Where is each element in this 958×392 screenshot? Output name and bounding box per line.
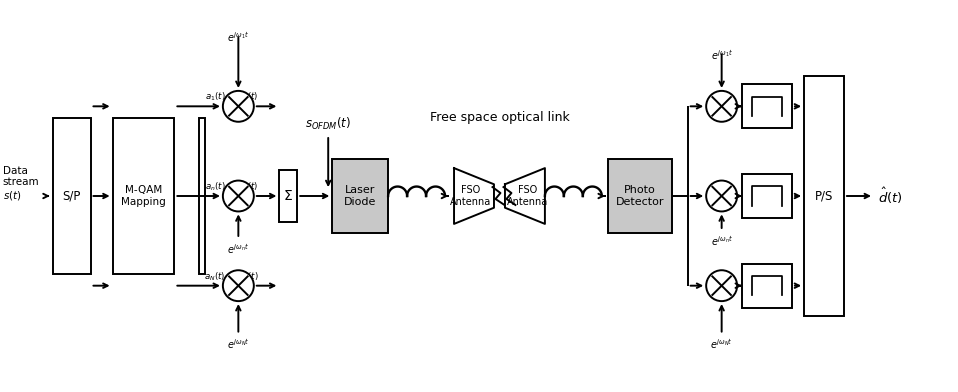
Text: $a_n(t)+jb_n(t)$: $a_n(t)+jb_n(t)$ <box>205 180 258 193</box>
Text: $\hat{d}(t)$: $\hat{d}(t)$ <box>878 186 902 206</box>
Text: $a_N(t)+jb_N(t)$: $a_N(t)+jb_N(t)$ <box>204 270 259 283</box>
Text: P/S: P/S <box>815 189 833 203</box>
Text: $e^{j\omega_n t}$: $e^{j\omega_n t}$ <box>227 242 249 256</box>
Bar <box>804 76 844 316</box>
Text: $s_{OFDM}(t)$: $s_{OFDM}(t)$ <box>306 116 352 185</box>
Circle shape <box>223 91 254 122</box>
Bar <box>112 118 174 274</box>
Text: Laser
Diode: Laser Diode <box>344 185 376 207</box>
Bar <box>742 174 792 218</box>
Bar <box>332 159 388 233</box>
Text: FSO
Antenna: FSO Antenna <box>450 185 491 207</box>
Text: FSO
Antenna: FSO Antenna <box>508 185 549 207</box>
Text: Data
stream
$s(t)$: Data stream $s(t)$ <box>3 166 39 202</box>
Bar <box>280 170 297 222</box>
Text: $e^{j\omega_1 t}$: $e^{j\omega_1 t}$ <box>711 49 733 62</box>
Text: S/P: S/P <box>62 189 80 203</box>
Circle shape <box>223 270 254 301</box>
Bar <box>607 159 672 233</box>
Text: $a_1(t)+jb_1(t)$: $a_1(t)+jb_1(t)$ <box>205 90 258 103</box>
Circle shape <box>706 270 737 301</box>
Text: $e^{j\omega_n t}$: $e^{j\omega_n t}$ <box>711 234 733 248</box>
Polygon shape <box>505 168 545 224</box>
Text: Photo
Detector: Photo Detector <box>616 185 664 207</box>
Text: Free space optical link: Free space optical link <box>429 111 569 124</box>
Text: M-QAM
Mapping: M-QAM Mapping <box>121 185 166 207</box>
Text: $e^{j\omega_1 t}$: $e^{j\omega_1 t}$ <box>227 31 249 44</box>
Text: $\Sigma$: $\Sigma$ <box>284 189 293 203</box>
Bar <box>199 118 205 274</box>
Bar <box>742 264 792 308</box>
Circle shape <box>706 91 737 122</box>
Polygon shape <box>454 168 494 224</box>
Bar <box>742 84 792 128</box>
Text: $e^{j\omega_N t}$: $e^{j\omega_N t}$ <box>227 338 250 351</box>
Bar <box>53 118 91 274</box>
Text: $e^{j\omega_N t}$: $e^{j\omega_N t}$ <box>710 338 733 351</box>
Circle shape <box>706 181 737 211</box>
Circle shape <box>223 181 254 211</box>
